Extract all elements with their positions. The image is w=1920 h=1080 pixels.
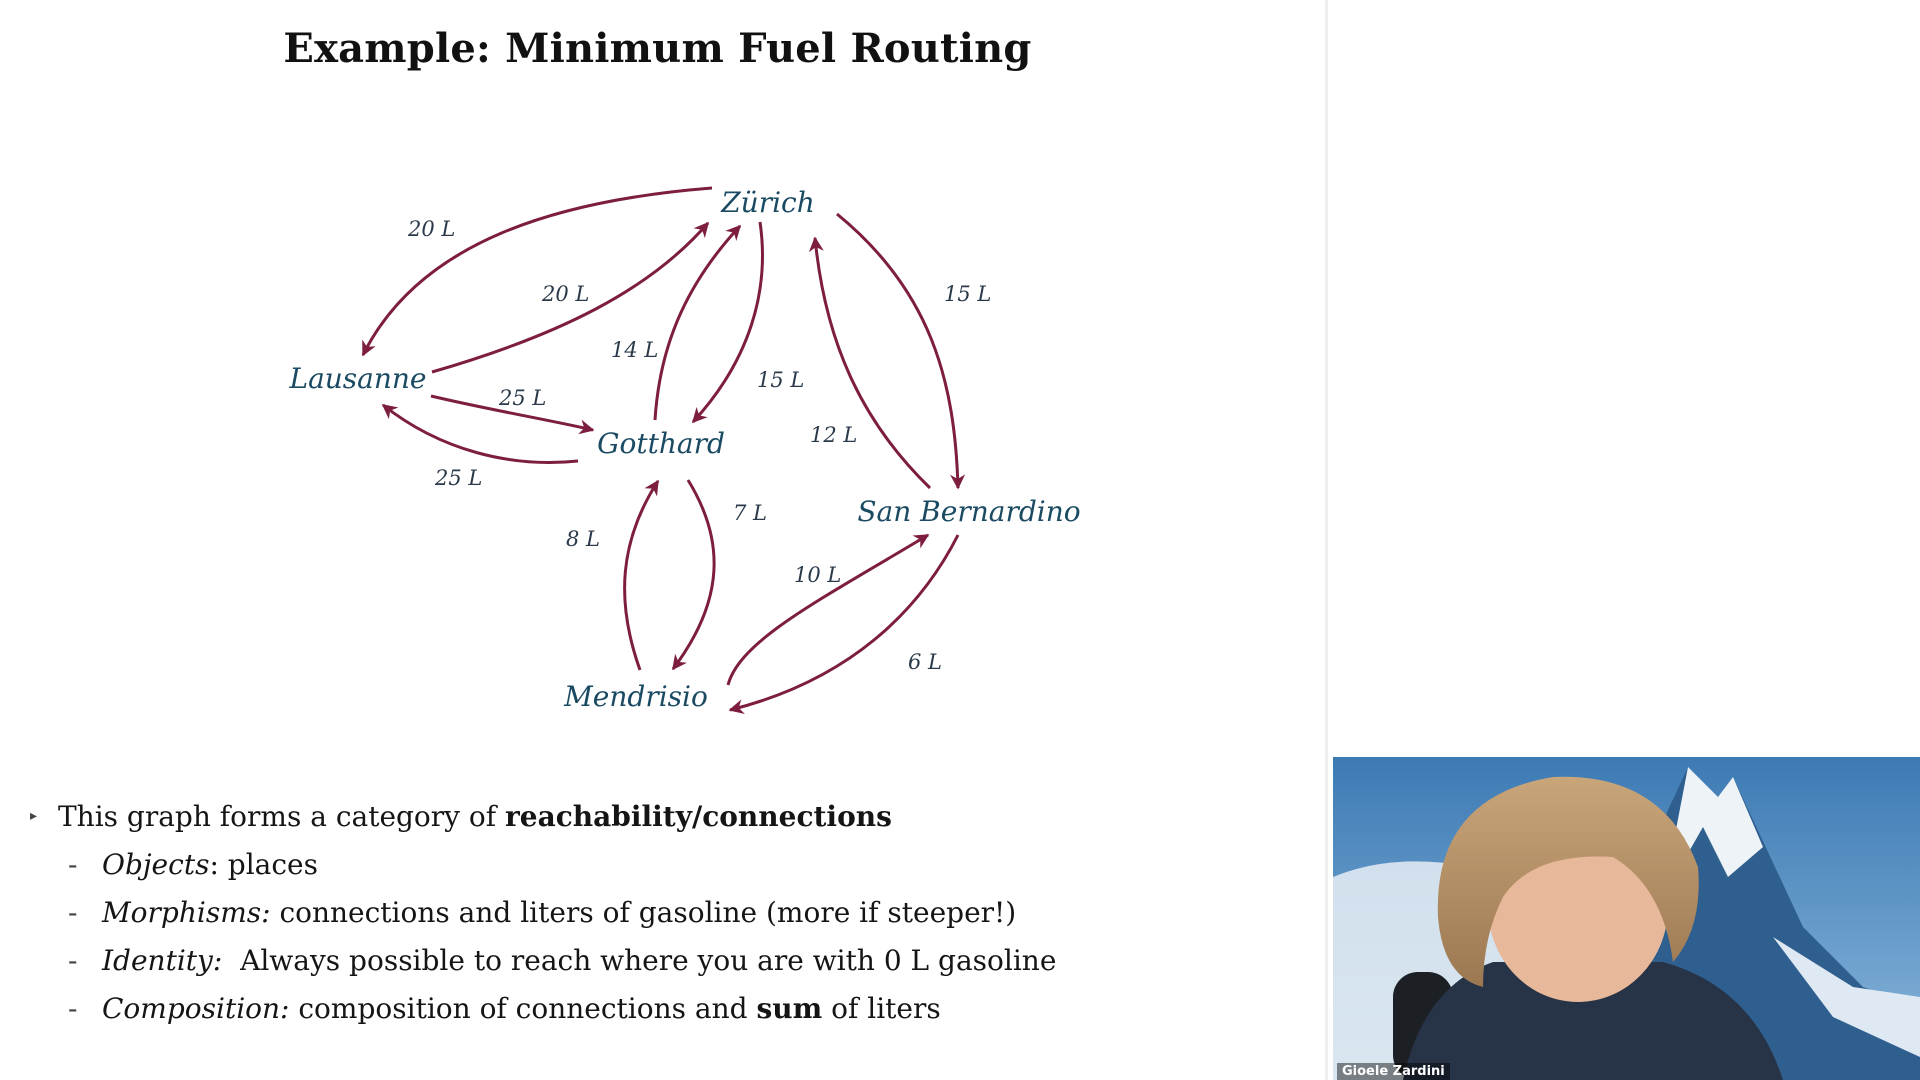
edge-zurich-lausanne [361, 186, 713, 357]
edge-mendrisio-san-bernardino [726, 533, 930, 686]
slide: Example: Minimum Fuel Routing 20 L 20 L … [30, 25, 1081, 1025]
dash-icon: - [68, 944, 78, 977]
node-san-bernardino: San Bernardino [857, 495, 1080, 528]
sub-bullet-objects: - Objects: places [68, 848, 318, 881]
edge-gotthard-zurich [653, 224, 742, 421]
sub-bullet-composition: - Composition: composition of connection… [68, 992, 941, 1025]
text-composition-post: of liters [822, 992, 941, 1025]
edge-label-zurich-lausanne: 20 L [407, 217, 455, 241]
edge-label-gotthard-lausanne: 25 L [434, 466, 482, 490]
bullet-main: This graph forms a category of reachabil… [58, 800, 892, 833]
term-identity: Identity: [102, 944, 223, 977]
edge-label-zurich-gotthard: 15 L [757, 368, 804, 392]
fuel-routing-graph: 20 L 20 L 14 L 15 L 15 L 12 L 25 L 25 L … [288, 186, 1081, 714]
edge-san-bernardino-mendrisio [728, 534, 960, 714]
webcam-frame-image [1333, 757, 1920, 1080]
text-composition-bold: sum [756, 992, 823, 1025]
sub-bullet-identity: - Identity: Always possible to reach whe… [68, 944, 1057, 977]
edge-san-bernardino-zurich [808, 236, 932, 490]
node-zurich: Zürich [720, 186, 815, 219]
webcam-video: Gioele Zardini [1333, 757, 1920, 1080]
edge-lausanne-gotthard [430, 394, 595, 435]
edge-gotthard-lausanne [381, 403, 579, 464]
edge-zurich-gotthard [691, 221, 764, 424]
edge-label-lausanne-gotthard: 25 L [498, 386, 546, 410]
term-objects: Objects [102, 848, 210, 881]
edge-zurich-san-bernardino [836, 212, 966, 490]
text-identity: Always possible to reach where you are w… [222, 944, 1057, 977]
edge-lausanne-zurich [431, 221, 710, 374]
dash-icon: - [68, 992, 78, 1025]
term-composition: Composition: [102, 992, 290, 1025]
text-objects: : places [209, 848, 318, 881]
sub-bullet-morphisms: - Morphisms: connections and liters of g… [68, 896, 1017, 929]
edge-gotthard-mendrisio [671, 479, 716, 671]
edge-label-san-bernardino-zurich: 12 L [810, 423, 857, 447]
text-composition-pre: composition of connections and [289, 992, 757, 1025]
edge-mendrisio-gotthard [623, 479, 660, 671]
slide-title: Example: Minimum Fuel Routing [283, 25, 1032, 72]
edge-label-lausanne-zurich: 20 L [541, 282, 589, 306]
edge-label-mendrisio-gotthard: 8 L [566, 527, 600, 551]
node-mendrisio: Mendrisio [563, 680, 708, 713]
edge-label-san-bernardino-mendrisio: 6 L [908, 650, 942, 674]
dash-icon: - [68, 896, 78, 929]
edge-label-mendrisio-san-bernardino: 10 L [794, 563, 841, 587]
node-lausanne: Lausanne [288, 362, 426, 395]
node-gotthard: Gotthard [597, 427, 725, 460]
bullet-marker-icon: ▸ [30, 808, 38, 824]
term-morphisms: Morphisms: [102, 896, 271, 929]
bullet-main-text: This graph forms a category of [58, 800, 506, 833]
bullet-main-bold: reachability/connections [505, 800, 892, 833]
edge-label-zurich-san-bernardino: 15 L [944, 282, 991, 306]
edge-label-gotthard-zurich: 14 L [611, 338, 658, 362]
text-morphisms: connections and liters of gasoline (more… [270, 896, 1017, 929]
panel-divider [1325, 0, 1328, 1080]
participant-name-label: Gioele Zardini [1337, 1063, 1450, 1080]
dash-icon: - [68, 848, 78, 881]
edge-label-gotthard-mendrisio: 7 L [733, 501, 767, 525]
